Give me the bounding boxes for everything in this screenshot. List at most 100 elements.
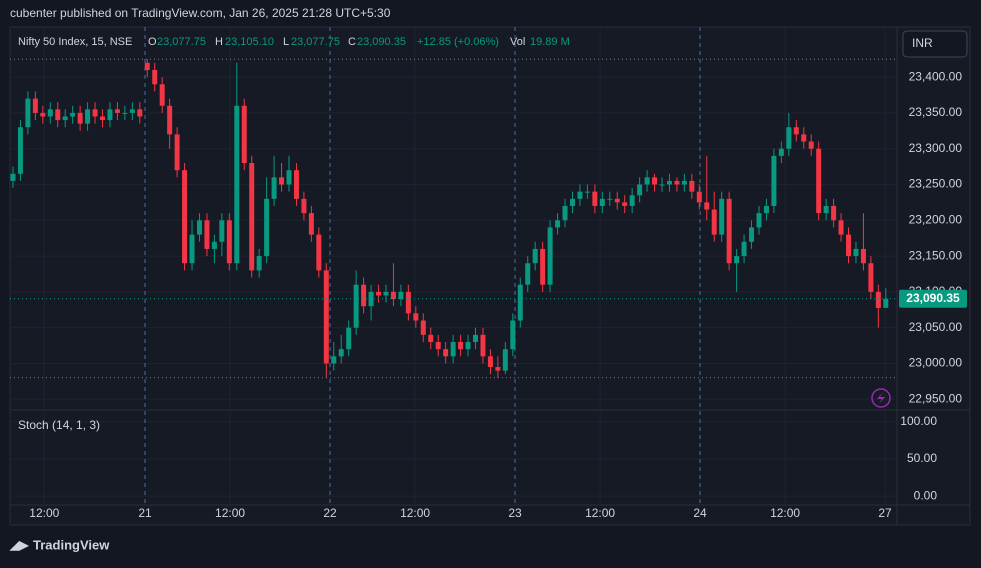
alert-bolt (877, 392, 885, 404)
candle-body (607, 198, 613, 200)
candle-body (40, 112, 46, 117)
candle-body (368, 291, 374, 307)
y-tick-label: 23,300.00 (909, 141, 963, 155)
y-tick-label: 23,000.00 (909, 356, 963, 370)
candle-body (211, 241, 217, 249)
candle-body (838, 220, 844, 235)
h-label: H (215, 36, 223, 48)
candle-body (219, 220, 225, 242)
c-value: 23,090.35 (357, 36, 406, 48)
candle-body (428, 334, 434, 342)
candle-body (271, 177, 277, 199)
alert-icon[interactable] (871, 388, 891, 408)
x-tick-label: 12:00 (585, 506, 615, 520)
candle-body (383, 291, 389, 296)
change: +12.85 (+0.06%) (417, 36, 499, 48)
x-tick-label: 12:00 (770, 506, 800, 520)
candle-body (555, 220, 561, 228)
candle-body (704, 202, 710, 210)
candle-body (316, 234, 322, 271)
o-value: 23,077.75 (157, 36, 206, 48)
candle-body (376, 291, 382, 296)
candle-body (346, 327, 352, 350)
currency[interactable]: INR (912, 36, 933, 50)
candle-body (301, 198, 307, 214)
candle-body (114, 109, 120, 113)
candle-body (540, 248, 546, 285)
candle-body (883, 298, 889, 308)
x-tick-label: 23 (508, 506, 522, 520)
candle-body (443, 349, 449, 357)
brand: TradingView (33, 537, 110, 552)
c-label: C (348, 36, 356, 48)
candle-body (353, 284, 359, 328)
candle-body (55, 109, 61, 121)
candle-body (196, 220, 202, 235)
candle-body (390, 291, 396, 300)
candle-body (47, 109, 53, 117)
l-label: L (283, 36, 289, 48)
candle-body (584, 191, 590, 193)
candle-body (846, 234, 852, 257)
candle-body (473, 334, 479, 342)
candle-body (681, 180, 687, 185)
candle-body (331, 356, 337, 364)
indicator-label: Stoch (14, 1, 3) (18, 418, 100, 432)
candle-body (122, 112, 128, 114)
candle-body (323, 270, 329, 364)
indicator-tick-label: 50.00 (907, 451, 937, 465)
candle-body (465, 341, 471, 350)
y-tick-label: 23,250.00 (909, 177, 963, 191)
candle-body (547, 227, 553, 285)
candle-body (868, 263, 874, 292)
x-tick-label: 24 (693, 506, 707, 520)
candle-body (137, 109, 143, 117)
candle-body (480, 334, 486, 357)
l-value: 23,077.75 (291, 36, 340, 48)
candle-body (32, 98, 38, 113)
candle-body (719, 198, 725, 235)
candle-body (107, 109, 113, 121)
candle-body (182, 170, 188, 264)
o-label: O (148, 36, 157, 48)
candle-body (622, 202, 628, 206)
x-tick-label: 12:00 (215, 506, 245, 520)
candle-body (652, 177, 658, 185)
candle-body (569, 198, 575, 206)
candle-body (92, 109, 98, 117)
candle-body (25, 98, 31, 128)
x-tick-label: 22 (323, 506, 337, 520)
candle-body (249, 163, 255, 271)
vol-value: 19.89 M (530, 36, 570, 48)
candle-body (696, 191, 702, 203)
last-price-tag (899, 289, 967, 308)
candle-body (823, 205, 829, 214)
candle-body (234, 105, 240, 264)
y-tick-label: 23,200.00 (909, 212, 963, 226)
candle-body (592, 191, 598, 206)
candle-body (741, 241, 747, 257)
candle-body (637, 184, 643, 196)
candle-body (629, 195, 635, 206)
candle-body (435, 341, 441, 350)
candle-body (756, 213, 762, 228)
currency-button[interactable] (902, 30, 968, 58)
candle-body (487, 356, 493, 368)
candle-body (734, 256, 740, 264)
indicator-tick-label: 100.00 (900, 414, 937, 428)
candle-body (286, 170, 292, 185)
candle-body (398, 291, 404, 300)
y-tick-label: 23,400.00 (909, 69, 963, 83)
panel (9, 26, 971, 526)
candle-body (786, 127, 792, 149)
candle-body (204, 220, 210, 249)
candle-body (189, 234, 195, 264)
x-tick-label: 21 (138, 506, 152, 520)
last-price-label: 23,090.35 (906, 291, 960, 305)
candle-body (644, 177, 650, 185)
candle-body (517, 284, 523, 321)
published-line: cubenter published on TradingView.com, J… (10, 6, 391, 20)
candle-body (577, 191, 583, 199)
